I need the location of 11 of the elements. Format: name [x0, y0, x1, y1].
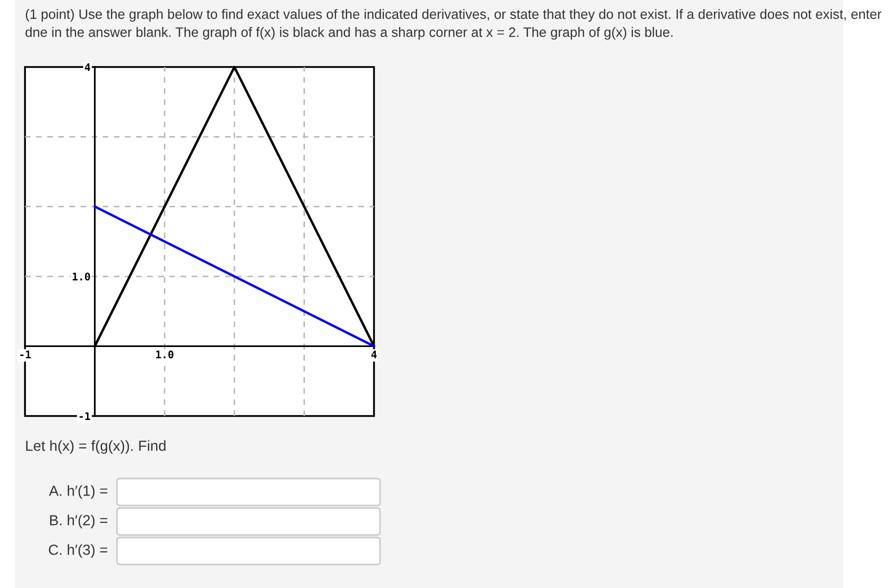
text: A. h′(1) = — [48, 485, 108, 499]
y-tick-label: 4 — [84, 63, 90, 71]
x-tick-label: 1.0 — [156, 350, 174, 358]
text: Let h(x) = f(g(x)). Find — [26, 440, 166, 454]
text: (1 point) Use the graph below to find exact values of the indicated derivatives, or state that they do not exist. If a derivative does not exist, enter dne in the answer blank. The graph of f(x) is black and has a sharp corner at x = 2. The graph of g(x) is blue. — [26, 9, 882, 40]
y-tick-label: 1.0 — [72, 272, 90, 281]
text: B. h′(2) = — [50, 514, 108, 528]
x-tick-label: 4 — [371, 350, 377, 358]
text: C. h′(3) = — [48, 544, 108, 558]
x-tick-label: -1 — [20, 350, 31, 358]
y-tick-label: -1 — [80, 412, 90, 420]
